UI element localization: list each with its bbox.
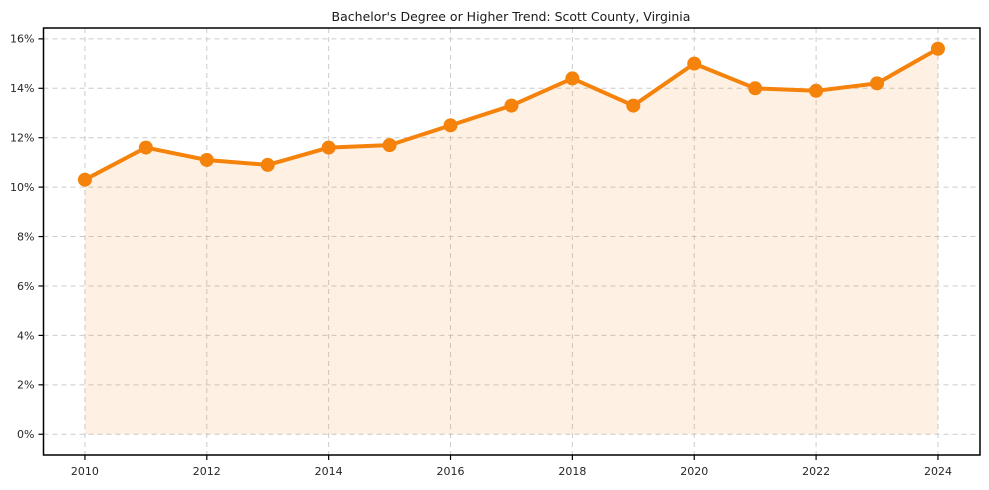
y-tick-label: 14% <box>10 82 34 95</box>
data-point-marker <box>930 41 945 56</box>
data-point-marker <box>77 172 92 187</box>
gridlines <box>43 28 980 455</box>
x-tick-label: 2022 <box>802 465 830 478</box>
data-point-marker <box>504 98 519 113</box>
x-tick-label: 2020 <box>680 465 708 478</box>
data-point-marker <box>138 140 153 155</box>
x-axis-tick-labels: 2010 2012 2014 2016 2018 2020 2022 2024 <box>71 465 952 478</box>
x-tick-label: 2024 <box>924 465 952 478</box>
data-point-marker <box>260 157 275 172</box>
y-tick-label: 16% <box>10 33 34 46</box>
y-tick-label: 2% <box>17 379 34 392</box>
area-fill <box>84 48 938 435</box>
y-tick-label: 10% <box>10 181 34 194</box>
x-tick-label: 2010 <box>71 465 99 478</box>
y-tick-label: 12% <box>10 132 34 145</box>
data-point-marker <box>748 81 763 96</box>
data-point-marker <box>382 138 397 153</box>
y-tick-label: 6% <box>17 280 34 293</box>
data-point-marker <box>443 118 458 133</box>
x-tick-label: 2018 <box>558 465 586 478</box>
data-points <box>77 41 945 187</box>
data-point-marker <box>565 71 580 86</box>
data-point-marker <box>687 56 702 71</box>
y-tick-label: 0% <box>17 428 34 441</box>
y-tick-label: 8% <box>17 230 34 243</box>
plot-frame <box>42 27 981 456</box>
y-axis-tick-labels: 0% 2% 4% 6% 8% 10% 12% 14% 16% <box>10 33 34 441</box>
axis-ticks <box>38 38 939 460</box>
data-point-marker <box>321 140 336 155</box>
data-point-marker <box>870 76 885 91</box>
x-tick-label: 2016 <box>437 465 465 478</box>
data-point-marker <box>809 83 824 98</box>
x-tick-label: 2014 <box>315 465 343 478</box>
data-point-marker <box>626 98 641 113</box>
data-point-marker <box>199 152 214 167</box>
x-tick-label: 2012 <box>193 465 221 478</box>
chart-title: Bachelor's Degree or Higher Trend: Scott… <box>332 9 691 24</box>
y-tick-label: 4% <box>17 329 34 342</box>
